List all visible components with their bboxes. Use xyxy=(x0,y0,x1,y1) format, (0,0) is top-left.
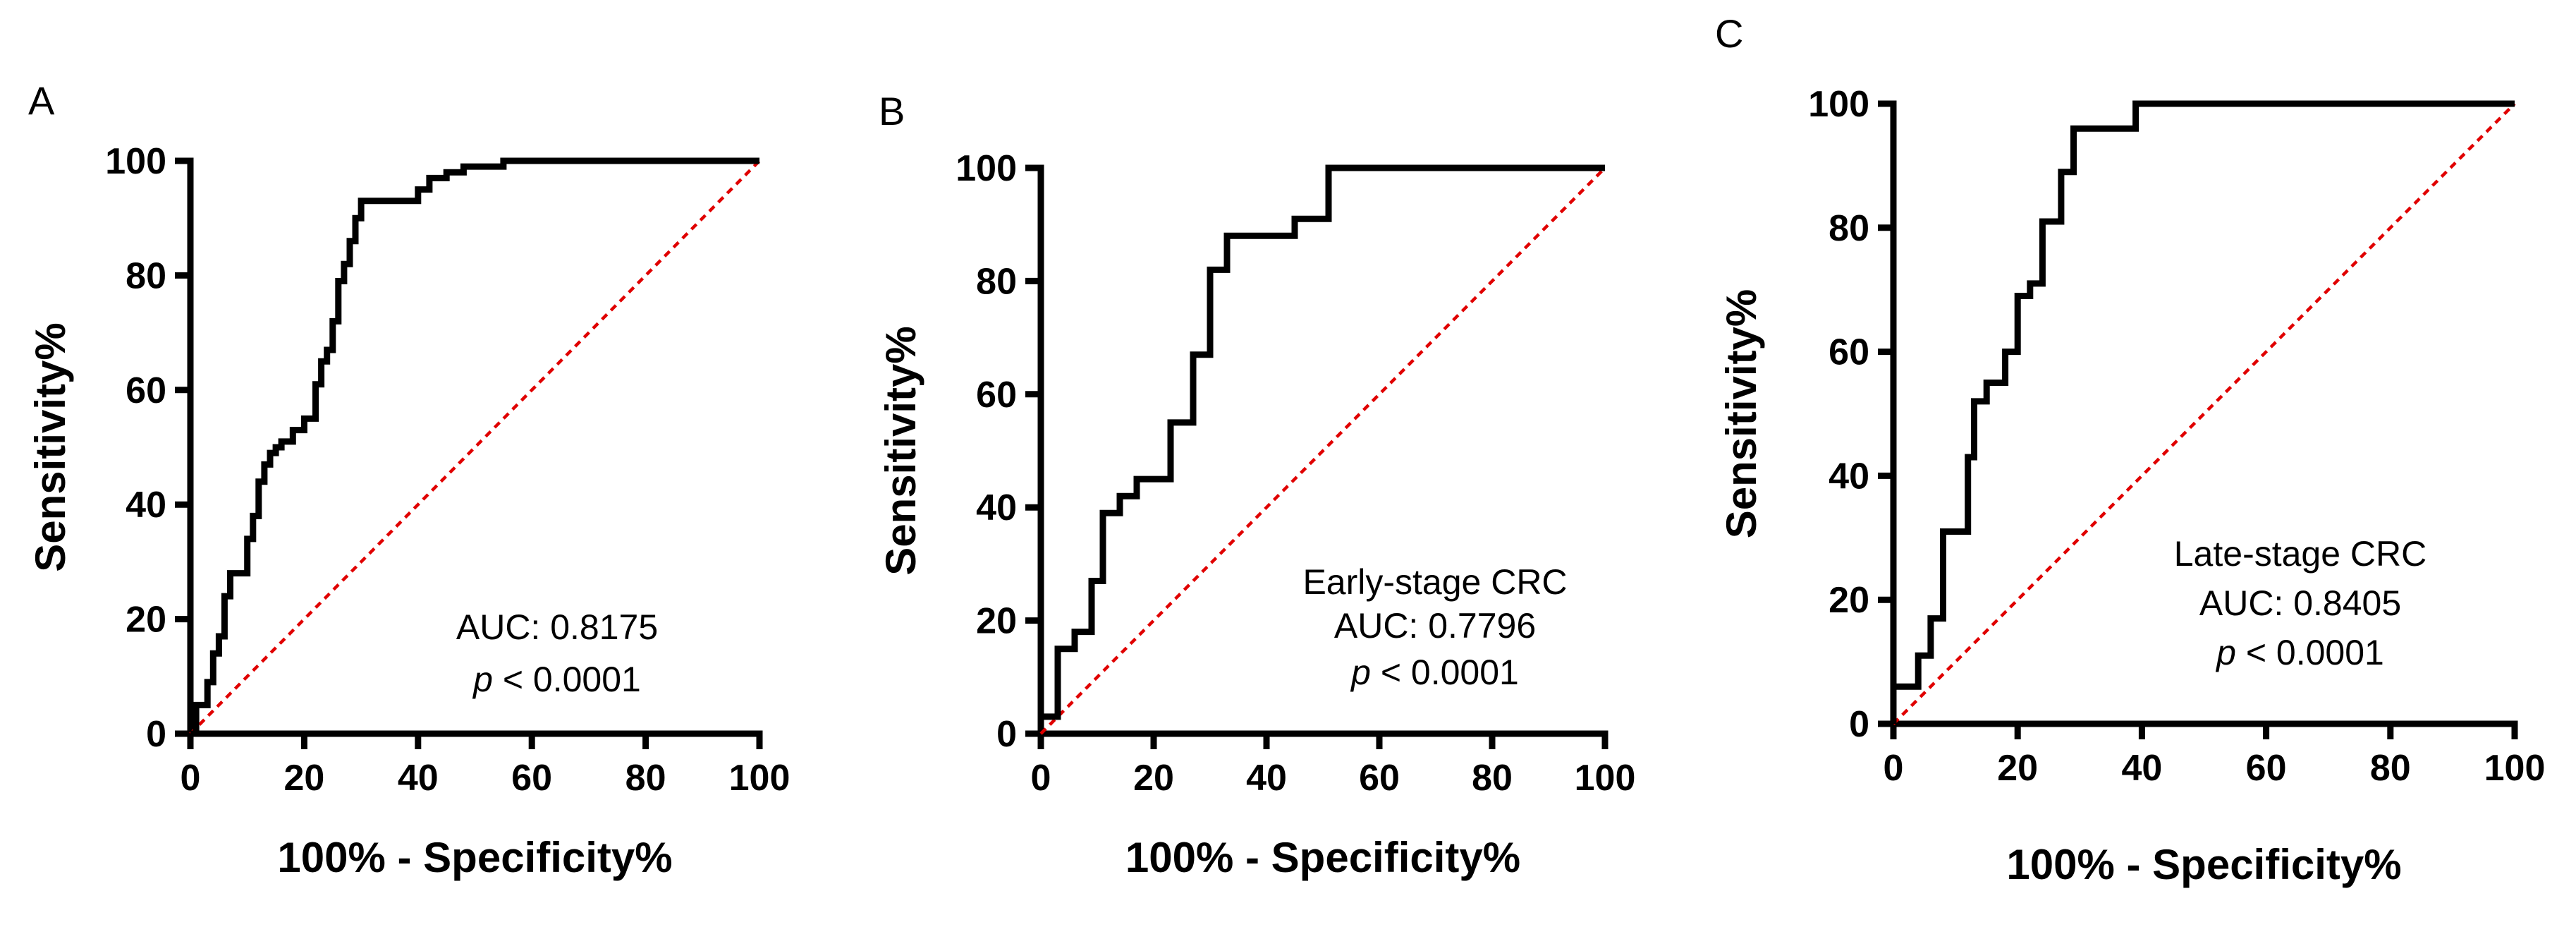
y-tick-label: 80 xyxy=(976,261,1017,302)
y-tick-label: 20 xyxy=(976,601,1017,642)
reference-line xyxy=(189,159,761,735)
reference-line xyxy=(1892,102,2516,725)
y-axis-title: Sensitivity% xyxy=(877,326,924,575)
y-tick-label: 40 xyxy=(126,485,166,526)
x-tick-label: 80 xyxy=(1472,758,1513,799)
x-tick-label: 60 xyxy=(1359,758,1400,799)
p-value-label: p < 0.0001 xyxy=(2215,633,2384,672)
x-tick-label: 60 xyxy=(2246,748,2287,789)
y-tick-label: 100 xyxy=(1808,84,1869,125)
p-value-label: p < 0.0001 xyxy=(472,660,641,699)
panel-letter: A xyxy=(28,78,55,123)
x-tick-label: 20 xyxy=(1997,748,2038,789)
x-tick-label: 100 xyxy=(729,758,790,799)
panel-c: C 0 20 40 60 80 100 0 20 40 60 80 100 100% - Specific… xyxy=(1715,11,2545,888)
x-tick-label: 100 xyxy=(2484,748,2546,789)
x-tick-label: 20 xyxy=(1133,758,1174,799)
y-tick-label: 80 xyxy=(1829,208,1869,249)
y-tick-label: 100 xyxy=(105,141,166,182)
p-symbol: p xyxy=(2215,633,2236,672)
p-value: < 0.0001 xyxy=(493,660,641,699)
y-tick-label: 20 xyxy=(1829,580,1869,621)
y-tick-label: 0 xyxy=(146,714,166,755)
x-axis-title: 100% - Specificity% xyxy=(2006,841,2401,888)
x-tick-label: 40 xyxy=(398,758,439,799)
x-tick-label: 0 xyxy=(1031,758,1051,799)
y-axis-title: Sensitivity% xyxy=(27,322,74,571)
panel-b: B 0 20 40 60 80 100 0 20 40 60 80 100 100% - Specific… xyxy=(877,89,1635,881)
y-tick-label: 60 xyxy=(976,375,1017,416)
x-tick-label: 20 xyxy=(283,758,324,799)
y-axis-title: Sensitivity% xyxy=(1718,289,1765,538)
x-tick-label: 0 xyxy=(181,758,201,799)
p-symbol: p xyxy=(1350,653,1371,692)
y-tick-label: 40 xyxy=(976,487,1017,528)
p-value-label: p < 0.0001 xyxy=(1350,653,1519,692)
roc-curve xyxy=(1890,100,2515,724)
x-tick-label: 100 xyxy=(1575,758,1636,799)
y-tick-label: 20 xyxy=(126,600,166,641)
panel-letter: B xyxy=(879,89,905,133)
annotation-subtitle: Late-stage CRC xyxy=(2174,534,2427,574)
y-tick-label: 0 xyxy=(1849,704,1869,745)
y-tick-label: 100 xyxy=(956,148,1017,189)
auc-label: AUC: 0.8175 xyxy=(456,607,658,647)
p-value: < 0.0001 xyxy=(2236,633,2384,672)
reference-line xyxy=(1039,166,1606,735)
x-tick-label: 80 xyxy=(2370,748,2411,789)
y-tick-label: 40 xyxy=(1829,456,1869,497)
p-value: < 0.0001 xyxy=(1371,653,1519,692)
auc-label: AUC: 0.8405 xyxy=(2199,583,2401,623)
y-tick-label: 60 xyxy=(1829,332,1869,373)
roc-curve xyxy=(1041,164,1605,720)
panel-a: A 0 20 40 60 80 100 0 20 40 60 80 100 100% - Specific… xyxy=(27,78,790,881)
y-tick-label: 80 xyxy=(126,255,166,296)
x-axis-title: 100% - Specificity% xyxy=(277,834,672,881)
p-symbol: p xyxy=(472,660,493,699)
x-tick-label: 0 xyxy=(1884,748,1904,789)
x-axis-title: 100% - Specificity% xyxy=(1125,834,1520,881)
y-tick-label: 0 xyxy=(996,714,1017,755)
x-tick-label: 80 xyxy=(625,758,666,799)
annotation-subtitle: Early-stage CRC xyxy=(1302,562,1567,602)
y-tick-label: 60 xyxy=(126,370,166,411)
roc-curve xyxy=(190,157,759,737)
auc-label: AUC: 0.7796 xyxy=(1334,606,1536,646)
x-tick-label: 60 xyxy=(511,758,552,799)
panel-letter: C xyxy=(1715,11,1743,56)
x-tick-label: 40 xyxy=(2121,748,2162,789)
x-tick-label: 40 xyxy=(1246,758,1287,799)
